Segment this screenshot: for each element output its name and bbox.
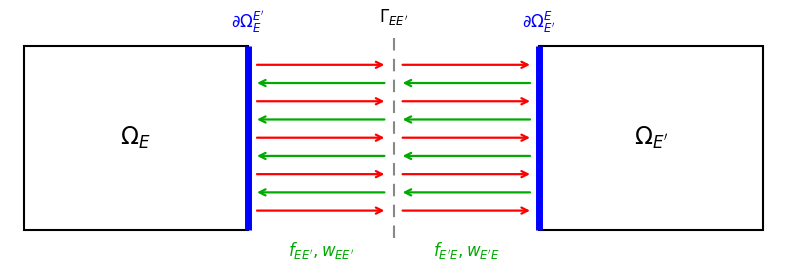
Text: $\Gamma_{EE^{\prime}}$: $\Gamma_{EE^{\prime}}$ (379, 7, 408, 27)
Text: $\Omega_E$: $\Omega_E$ (120, 124, 151, 151)
Text: $f_{E^{\prime}E},w_{E^{\prime}E}$: $f_{E^{\prime}E},w_{E^{\prime}E}$ (433, 240, 500, 261)
Text: $f_{EE^{\prime}},w_{EE^{\prime}}$: $f_{EE^{\prime}},w_{EE^{\prime}}$ (287, 240, 354, 261)
Text: $\Omega_{E^{\prime}}$: $\Omega_{E^{\prime}}$ (634, 124, 669, 151)
Text: $\partial\Omega_E^{E^{\prime}}$: $\partial\Omega_E^{E^{\prime}}$ (231, 9, 264, 35)
Bar (24, 46, 248, 230)
Bar (539, 46, 763, 230)
Text: $\partial\Omega_{E^{\prime}}^{E}$: $\partial\Omega_{E^{\prime}}^{E}$ (523, 10, 556, 35)
